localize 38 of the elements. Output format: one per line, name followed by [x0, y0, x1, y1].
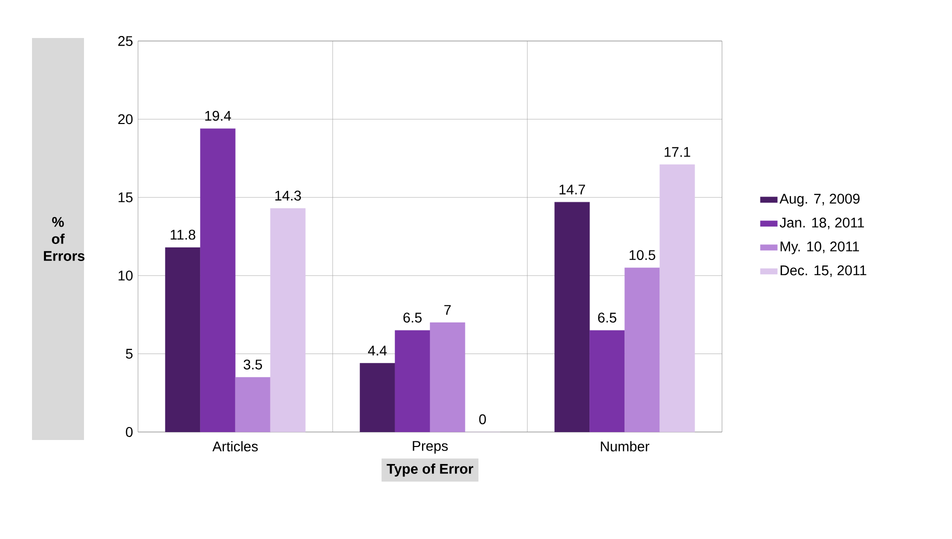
data-label: 3.5 — [244, 360, 262, 370]
bar — [590, 330, 625, 432]
data-label: 4.4 — [368, 346, 387, 356]
data-label: 6.5 — [403, 312, 422, 323]
bar — [394, 330, 430, 432]
bar — [660, 164, 695, 432]
bar — [270, 208, 306, 432]
legend-label: My. 10, 2011 — [780, 242, 859, 254]
bar — [554, 202, 590, 432]
data-label: 14.7 — [560, 184, 586, 194]
y-tick-label: 25 — [118, 36, 133, 46]
x-tick-label: Number — [600, 441, 650, 452]
data-label: 0 — [479, 414, 486, 424]
bar — [624, 268, 660, 432]
data-label: 11.8 — [170, 230, 196, 240]
bar — [200, 128, 236, 432]
legend-label: Jan. 18, 2011 — [780, 218, 864, 230]
y-tick-label: 10 — [118, 270, 133, 281]
y-tick-label: 15 — [118, 192, 133, 202]
legend-label: Dec. 15, 2011 — [780, 265, 866, 277]
data-label: 14.3 — [275, 190, 301, 201]
y-tick-label: 5 — [126, 348, 133, 359]
x-tick-label: Articles — [212, 441, 258, 452]
x-tick-label: Preps — [412, 441, 448, 454]
data-label: 19.4 — [205, 110, 232, 121]
y-tick-label: 0 — [126, 427, 133, 437]
y-tick-label: 20 — [118, 114, 133, 124]
data-label: 6.5 — [598, 312, 616, 323]
data-label: 7 — [444, 305, 451, 315]
data-label: 10.5 — [630, 250, 656, 260]
bar — [430, 322, 466, 432]
bar — [360, 363, 396, 432]
x-axis-title: Type of Error — [386, 464, 474, 477]
bar — [165, 247, 200, 432]
y-axis-title: % of Errors — [44, 217, 84, 261]
bar — [235, 377, 270, 432]
data-label: 17.1 — [664, 147, 690, 157]
legend-label: Aug. 7, 2009 — [780, 194, 860, 206]
